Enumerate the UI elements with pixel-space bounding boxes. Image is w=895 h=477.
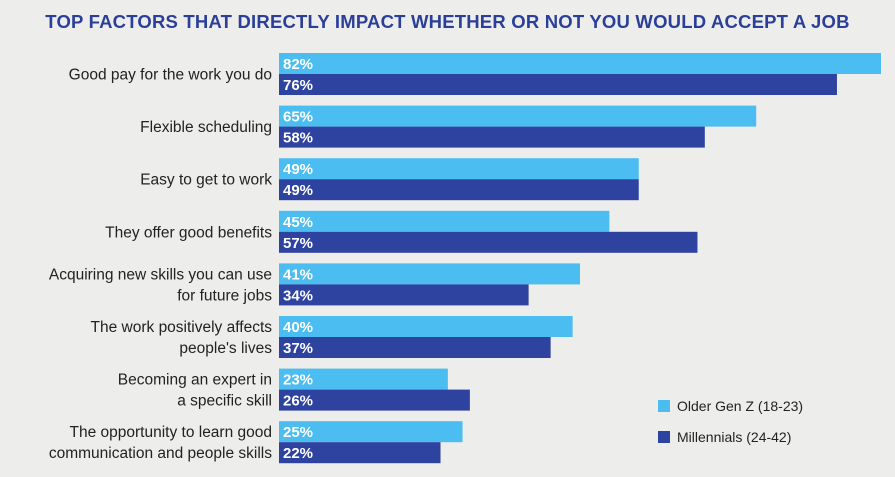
category-label: people's lives: [179, 340, 272, 357]
category-label: Good pay for the work you do: [69, 67, 272, 84]
bar-millennials: [279, 389, 470, 411]
bar-older-gen-z: [279, 210, 610, 232]
data-label: 49%: [283, 161, 313, 178]
chart-title: TOP FACTORS THAT DIRECTLY IMPACT WHETHER…: [45, 11, 850, 32]
bar-millennials: [279, 179, 639, 201]
legend-label: Millennials (24-42): [677, 429, 791, 445]
bar-older-gen-z: [279, 263, 580, 285]
data-label: 41%: [283, 266, 313, 283]
data-label: 76%: [283, 77, 313, 94]
bar-millennials: [279, 74, 837, 95]
legend-swatch: [658, 400, 670, 412]
category-label: Becoming an expert in: [118, 372, 272, 389]
bar-older-gen-z: [279, 316, 573, 337]
data-label: 82%: [283, 56, 313, 73]
data-label: 34%: [283, 287, 313, 304]
data-label: 23%: [283, 372, 313, 389]
data-label: 40%: [283, 319, 313, 336]
category-label: communication and people skills: [49, 445, 272, 462]
category-label: Acquiring new skills you can use: [49, 266, 272, 283]
data-label: 25%: [283, 424, 313, 441]
category-label: The work positively affects: [91, 319, 273, 336]
category-label: a specific skill: [177, 393, 272, 410]
legend-swatch: [658, 431, 670, 443]
bar-older-gen-z: [279, 105, 757, 127]
bar-millennials: [279, 442, 441, 464]
data-label: 65%: [283, 109, 313, 126]
bar-older-gen-z: [279, 158, 639, 180]
legend-label: Older Gen Z (18-23): [677, 398, 803, 414]
category-label: The opportunity to learn good: [70, 424, 273, 441]
data-label: 49%: [283, 182, 313, 199]
bar-millennials: [279, 231, 698, 253]
bar-millennials: [279, 337, 551, 358]
category-label: They offer good benefits: [105, 224, 272, 241]
data-label: 37%: [283, 340, 313, 357]
data-label: 58%: [283, 130, 313, 147]
data-label: 57%: [283, 235, 313, 252]
bar-older-gen-z: [279, 53, 881, 74]
bar-millennials: [279, 284, 529, 306]
bar-millennials: [279, 126, 705, 148]
category-label: Flexible scheduling: [140, 119, 272, 136]
data-label: 45%: [283, 214, 313, 231]
data-label: 22%: [283, 445, 313, 462]
category-label: Easy to get to work: [140, 172, 272, 189]
category-label: for future jobs: [177, 287, 272, 304]
bar-older-gen-z: [279, 368, 448, 390]
data-label: 26%: [283, 393, 313, 410]
bar-older-gen-z: [279, 421, 463, 443]
